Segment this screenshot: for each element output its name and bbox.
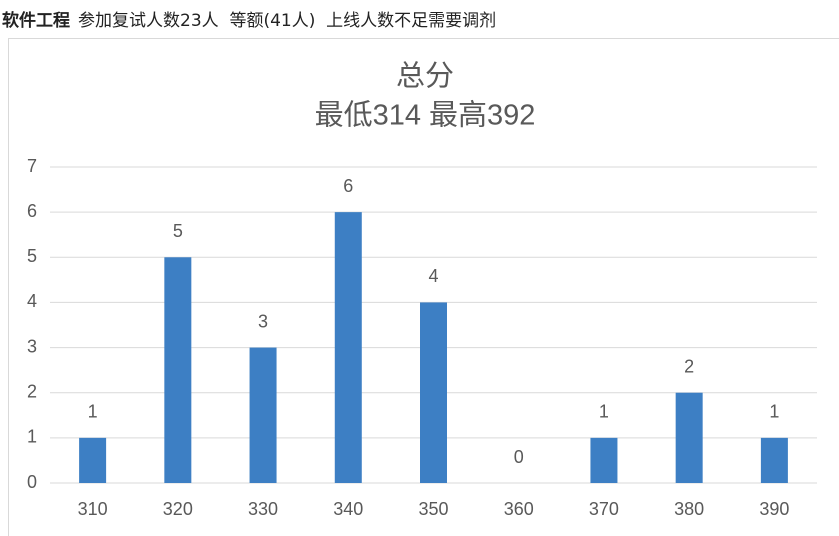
info: 参加复试人数23人 等额(41人) 上线人数不足需要调剂 [78, 11, 497, 31]
value-label: 5 [173, 221, 183, 241]
y-tick-label: 2 [27, 381, 37, 401]
x-tick-label: 390 [759, 499, 789, 519]
value-label: 3 [258, 311, 268, 331]
major: 软件工程 [2, 11, 70, 31]
chart-subtitle: 最低314 最高392 [315, 99, 536, 132]
x-tick-label: 330 [248, 499, 278, 519]
x-tick-label: 320 [163, 499, 193, 519]
value-label: 6 [343, 176, 353, 196]
x-tick-label: 310 [78, 499, 108, 519]
y-tick-label: 4 [27, 291, 37, 311]
y-tick-label: 1 [27, 427, 37, 447]
bar [675, 392, 703, 483]
header: 软件工程 参加复试人数23人 等额(41人) 上线人数不足需要调剂 [2, 6, 496, 31]
value-label: 1 [599, 402, 609, 422]
y-tick-label: 5 [27, 246, 37, 266]
bar [164, 257, 192, 483]
bar [590, 437, 618, 483]
y-tick-label: 0 [27, 472, 37, 492]
y-tick-label: 3 [27, 336, 37, 356]
chart-frame [8, 38, 839, 536]
value-label: 1 [88, 402, 98, 422]
x-tick-label: 360 [504, 499, 534, 519]
bar [760, 437, 788, 483]
bar [420, 302, 447, 483]
y-tick-label: 6 [27, 201, 37, 221]
bar [334, 212, 362, 483]
value-label: 0 [514, 447, 524, 467]
chart-title: 总分 [396, 60, 454, 93]
bar [249, 347, 277, 483]
value-label: 2 [684, 356, 694, 376]
x-tick-label: 380 [674, 499, 704, 519]
bar [79, 437, 107, 483]
value-label: 1 [769, 402, 779, 422]
x-tick-label: 340 [333, 499, 363, 519]
x-tick-label: 350 [418, 499, 448, 519]
value-label: 4 [428, 266, 438, 286]
y-tick-label: 7 [27, 156, 37, 176]
x-tick-label: 370 [589, 499, 619, 519]
